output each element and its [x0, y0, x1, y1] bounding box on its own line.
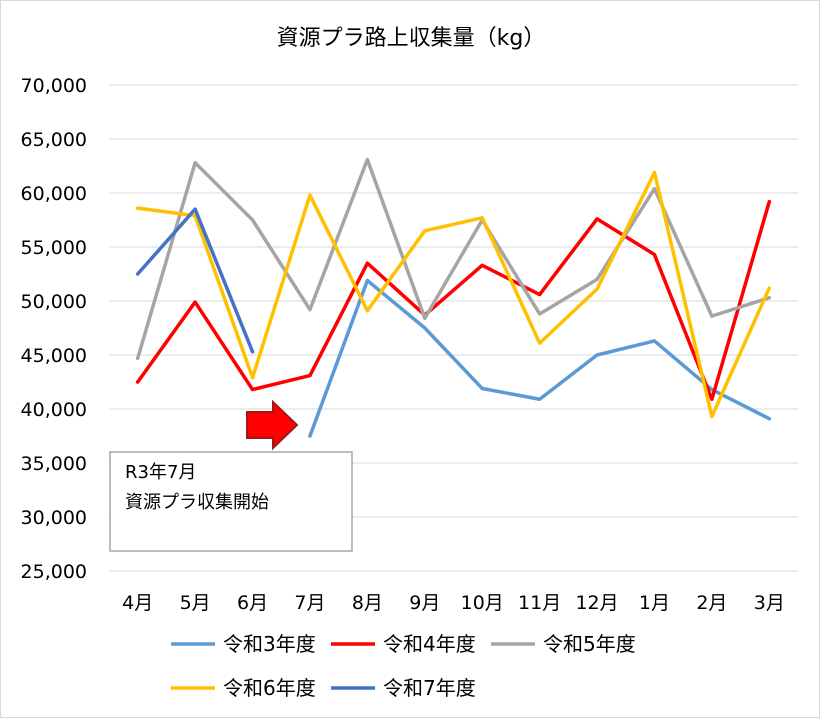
- y-tick-label: 35,000: [21, 453, 87, 475]
- y-tick-label: 40,000: [21, 399, 87, 421]
- data-point: [710, 414, 714, 419]
- data-point: [136, 272, 140, 276]
- data-point: [538, 292, 542, 297]
- series-line: [135, 170, 772, 419]
- data-point: [136, 356, 140, 360]
- data-point: [595, 353, 599, 357]
- x-tick-label: 10月: [461, 592, 504, 614]
- data-point: [710, 397, 714, 401]
- data-point: [652, 170, 657, 175]
- x-tick-label: 8月: [352, 592, 383, 614]
- y-axis-tick-labels: 25,000 30,000 35,000 40,000 45,000 50,000 55,0…: [21, 75, 87, 583]
- legend-label: 令和3年度: [223, 632, 316, 656]
- x-tick-label: 3月: [754, 592, 785, 614]
- data-point: [480, 216, 484, 220]
- annotation-line-2: 資源プラ収集開始: [125, 492, 269, 513]
- data-point: [250, 218, 255, 222]
- annotation-box-frame: [109, 451, 353, 552]
- data-point: [767, 296, 771, 300]
- series-path: [135, 170, 772, 419]
- legend-item: 令和7年度: [331, 676, 476, 700]
- legend-label: 令和6年度: [223, 676, 316, 700]
- legend-label: 令和7年度: [383, 676, 476, 700]
- y-tick-label: 50,000: [21, 291, 87, 313]
- y-tick-label: 45,000: [21, 345, 87, 367]
- y-tick-label: 60,000: [21, 183, 87, 205]
- data-point: [193, 300, 197, 304]
- data-point: [767, 417, 771, 421]
- data-point: [595, 217, 599, 221]
- x-tick-label: 7月: [294, 592, 325, 614]
- data-point: [365, 261, 369, 265]
- data-point: [538, 341, 542, 345]
- data-point: [652, 339, 657, 343]
- data-point: [308, 193, 312, 197]
- data-point: [193, 161, 197, 165]
- legend-label: 令和4年度: [383, 632, 476, 656]
- data-point: [250, 376, 255, 380]
- y-tick-label: 65,000: [21, 129, 87, 151]
- x-axis-tick-labels: 4月 5月 6月 7月 8月 9月 10月 11月 12月 1月 2月 3月: [122, 592, 785, 614]
- annotation-line-1: R3年7月: [125, 462, 196, 483]
- data-point: [480, 263, 484, 267]
- legend-item: 令和6年度: [171, 676, 316, 700]
- legend-item: 令和3年度: [171, 632, 316, 656]
- y-tick-label: 30,000: [21, 507, 87, 529]
- series-lines: [135, 157, 772, 438]
- data-point: [365, 157, 369, 162]
- y-tick-label: 55,000: [21, 237, 87, 259]
- x-tick-label: 5月: [180, 592, 211, 614]
- annotation-callout: R3年7月 資源プラ収集開始: [109, 451, 353, 552]
- data-point: [652, 252, 657, 257]
- series-path: [135, 199, 772, 402]
- data-point: [710, 314, 714, 318]
- data-point: [308, 434, 312, 438]
- x-tick-label: 6月: [237, 592, 268, 614]
- legend-item: 令和5年度: [491, 632, 636, 656]
- y-tick-label: 70,000: [21, 75, 87, 97]
- series-path: [308, 278, 772, 438]
- series-line: [135, 207, 255, 354]
- x-tick-label: 2月: [696, 592, 727, 614]
- series-line: [135, 199, 772, 402]
- y-tick-label: 25,000: [21, 561, 87, 583]
- x-tick-label: 9月: [409, 592, 440, 614]
- data-point: [480, 386, 484, 391]
- data-point: [193, 207, 197, 211]
- x-tick-label: 1月: [639, 592, 670, 614]
- legend-item: 令和4年度: [331, 632, 476, 656]
- x-tick-label: 12月: [575, 592, 618, 614]
- data-point: [538, 312, 542, 316]
- x-tick-label: 4月: [122, 592, 153, 614]
- data-point: [538, 397, 542, 401]
- legend-label: 令和5年度: [543, 632, 636, 656]
- series-line: [308, 278, 772, 438]
- chart-title: 資源プラ路上収集量（kg）: [277, 26, 546, 51]
- data-point: [767, 286, 771, 290]
- data-point: [365, 278, 369, 283]
- data-point: [767, 200, 771, 204]
- data-point: [595, 287, 599, 291]
- data-point: [136, 380, 140, 384]
- data-point: [136, 206, 140, 210]
- data-point: [423, 316, 427, 320]
- red-arrow-shape: [246, 399, 299, 451]
- data-point: [595, 277, 599, 281]
- x-tick-label: 11月: [518, 592, 561, 614]
- data-point: [652, 187, 657, 191]
- data-point: [423, 229, 427, 233]
- data-point: [365, 309, 369, 313]
- data-point: [423, 326, 427, 330]
- annotation-arrow: [246, 399, 299, 451]
- data-point: [308, 308, 312, 312]
- data-point: [250, 387, 255, 392]
- data-point: [250, 350, 255, 354]
- data-point: [308, 373, 312, 378]
